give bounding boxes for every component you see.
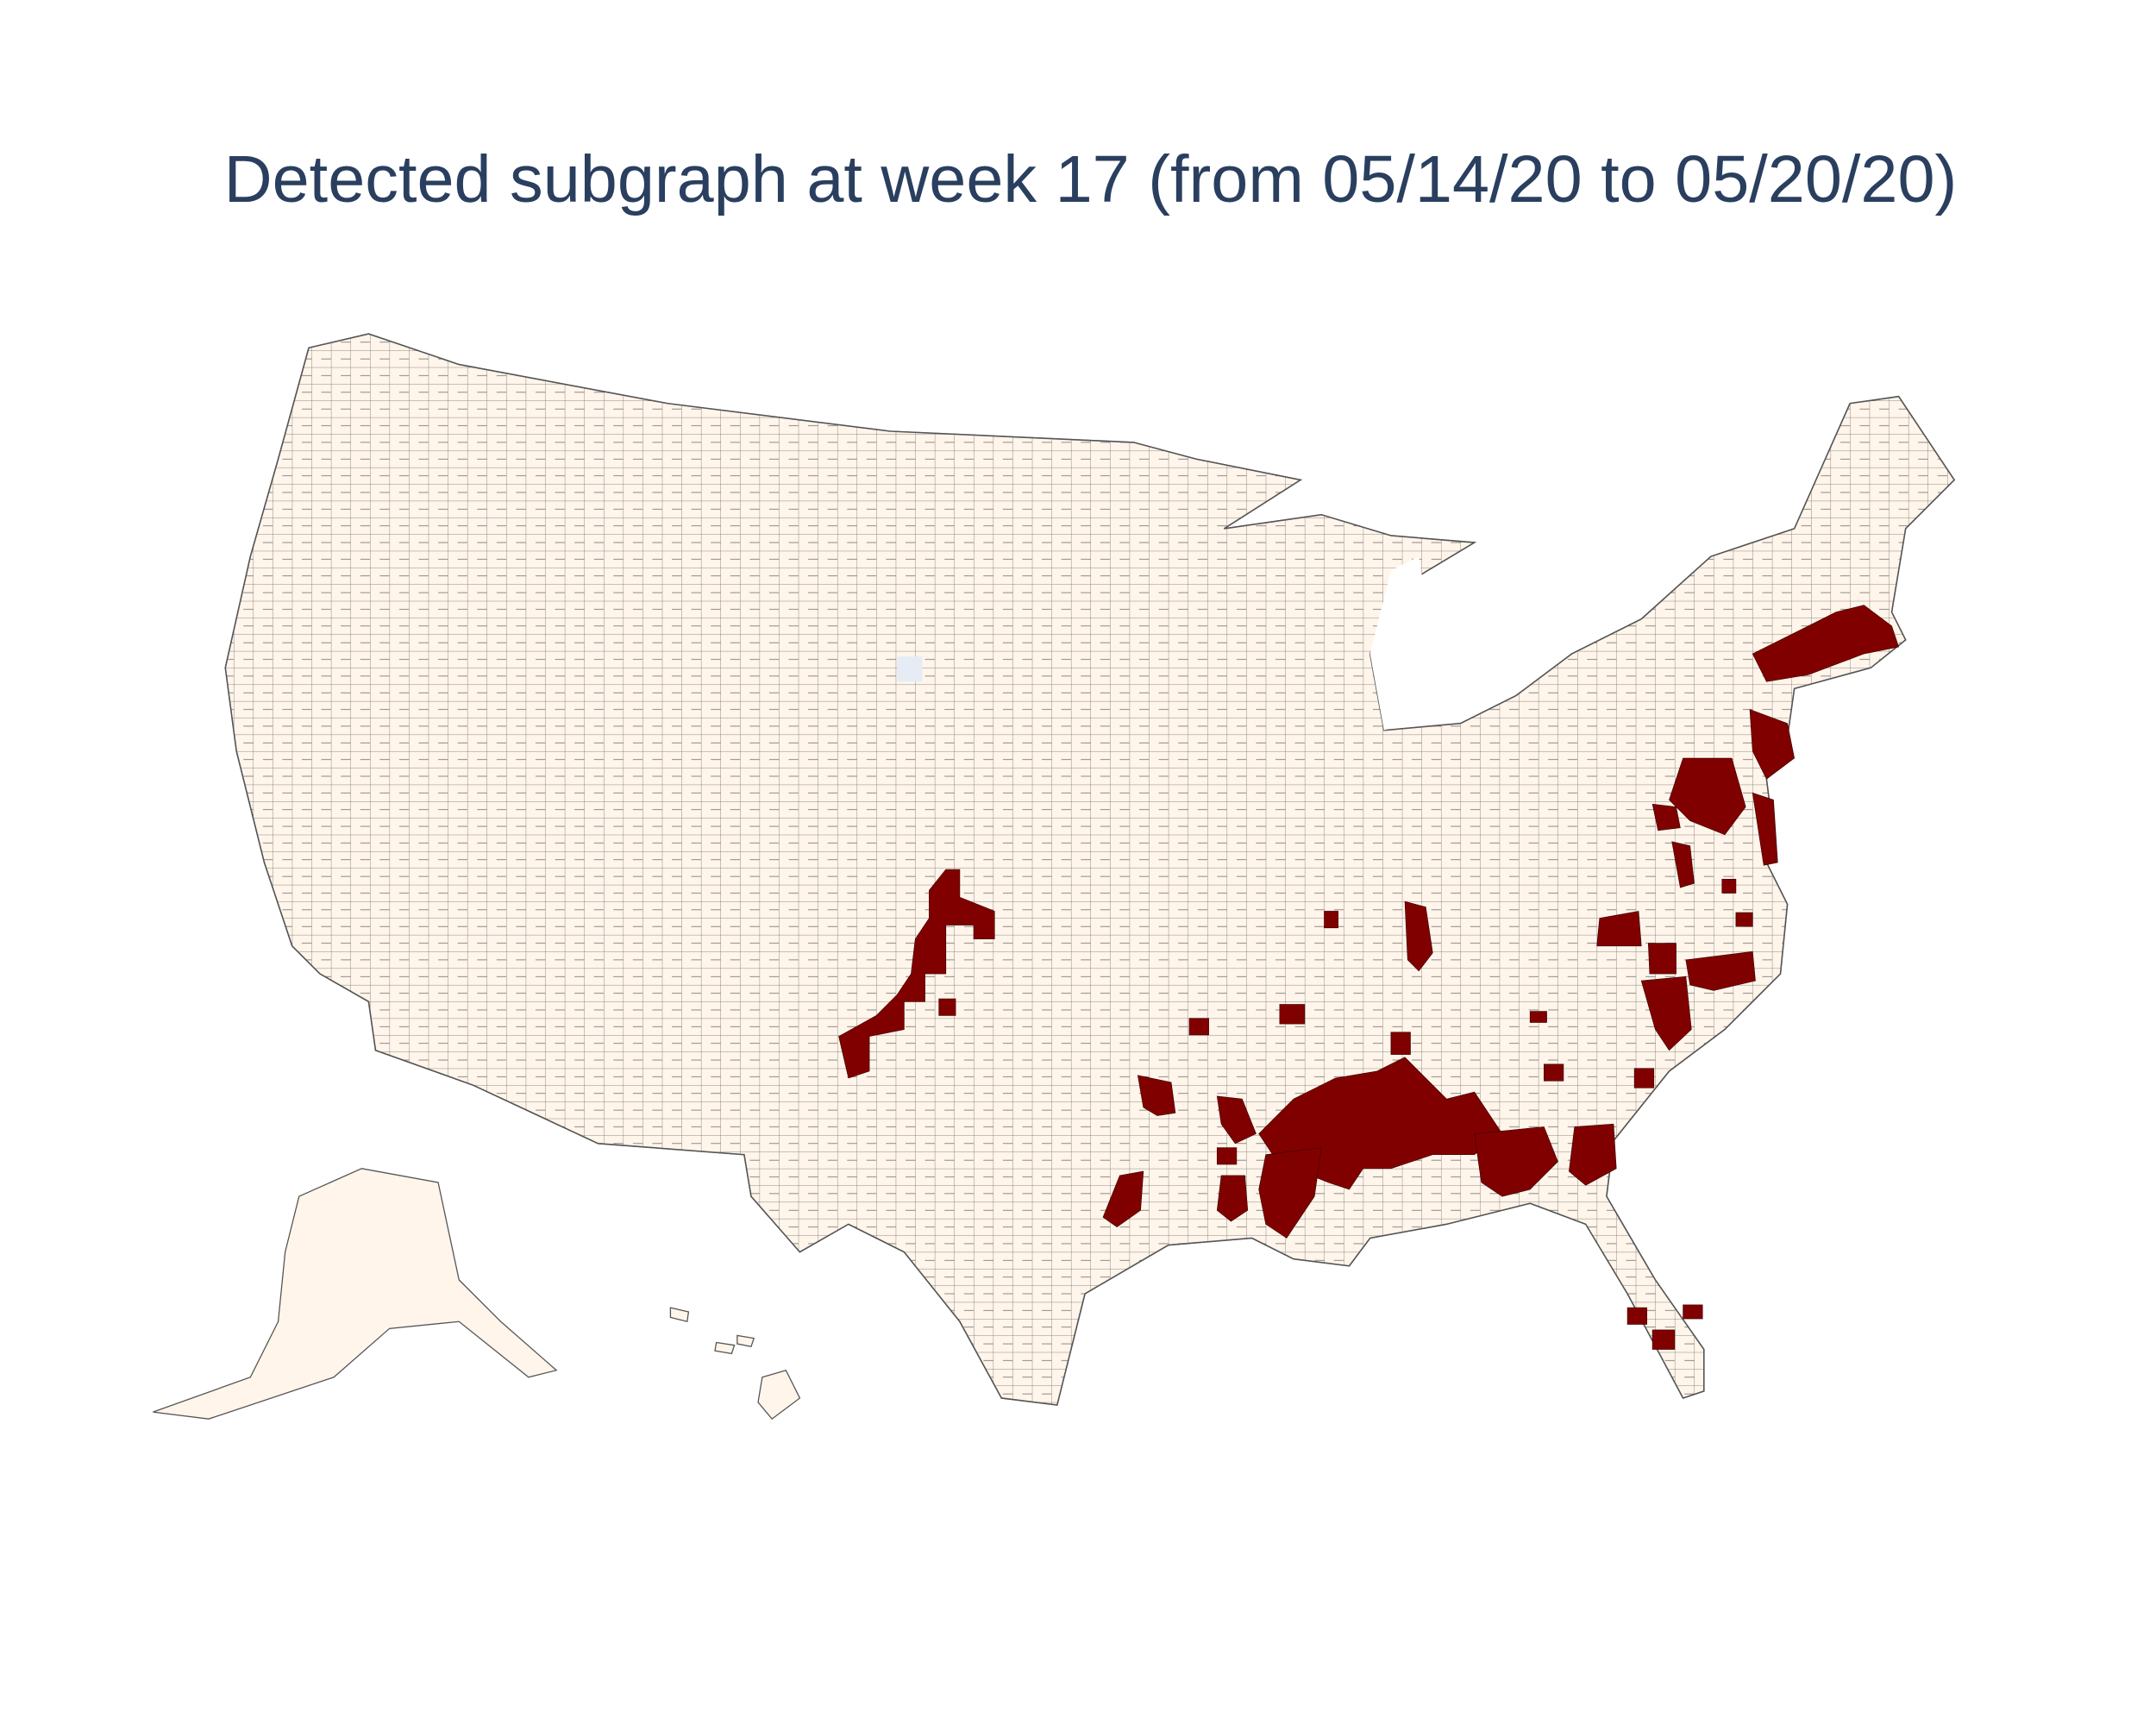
detected-region bbox=[1671, 841, 1695, 888]
hawaii-island bbox=[736, 1334, 755, 1348]
detected-region bbox=[938, 998, 956, 1016]
detected-region bbox=[1324, 911, 1338, 929]
detected-region bbox=[1752, 792, 1778, 866]
detected-region bbox=[1735, 912, 1753, 927]
map-title: Detected subgraph at week 17 (from 05/14… bbox=[224, 142, 1958, 216]
detected-region bbox=[1683, 1304, 1703, 1320]
detected-region bbox=[1752, 605, 1900, 682]
detected-region bbox=[838, 869, 995, 1079]
alaska-hawaii bbox=[153, 1168, 801, 1421]
detected-region bbox=[1651, 1329, 1676, 1350]
detected-region bbox=[1544, 1063, 1564, 1082]
lake-michigan bbox=[1369, 556, 1433, 731]
detected-region bbox=[1596, 911, 1642, 947]
county-lines bbox=[225, 334, 1955, 1406]
detected-region bbox=[1404, 900, 1433, 972]
detected-region bbox=[1474, 1126, 1558, 1197]
detected-region bbox=[1390, 1032, 1411, 1055]
water-county bbox=[897, 656, 923, 682]
detected-region bbox=[1647, 943, 1677, 975]
detected-region bbox=[1749, 709, 1796, 780]
alaska bbox=[153, 1168, 558, 1420]
detected-region bbox=[1569, 1123, 1617, 1186]
detected-region bbox=[1216, 1095, 1257, 1145]
detected-region bbox=[1626, 1307, 1647, 1325]
hawaii-island bbox=[669, 1307, 690, 1323]
hawaii-island bbox=[757, 1369, 801, 1421]
detected-region bbox=[1102, 1170, 1144, 1227]
detected-region bbox=[1258, 1147, 1322, 1239]
detected-counties bbox=[838, 605, 1900, 1350]
detected-region bbox=[1721, 879, 1737, 894]
hawaii-island bbox=[714, 1341, 736, 1355]
detected-region bbox=[1669, 757, 1746, 836]
detected-region bbox=[1640, 975, 1692, 1051]
contiguous-us bbox=[224, 333, 1955, 1406]
detected-region bbox=[1137, 1075, 1176, 1116]
detected-region bbox=[1216, 1147, 1238, 1165]
detected-region bbox=[1685, 950, 1756, 991]
detected-region bbox=[1188, 1018, 1209, 1036]
detected-region bbox=[1216, 1175, 1249, 1222]
detected-region bbox=[1651, 803, 1681, 831]
detected-region bbox=[1529, 1011, 1547, 1023]
detected-region bbox=[1633, 1068, 1655, 1088]
detected-region bbox=[1279, 1004, 1306, 1025]
